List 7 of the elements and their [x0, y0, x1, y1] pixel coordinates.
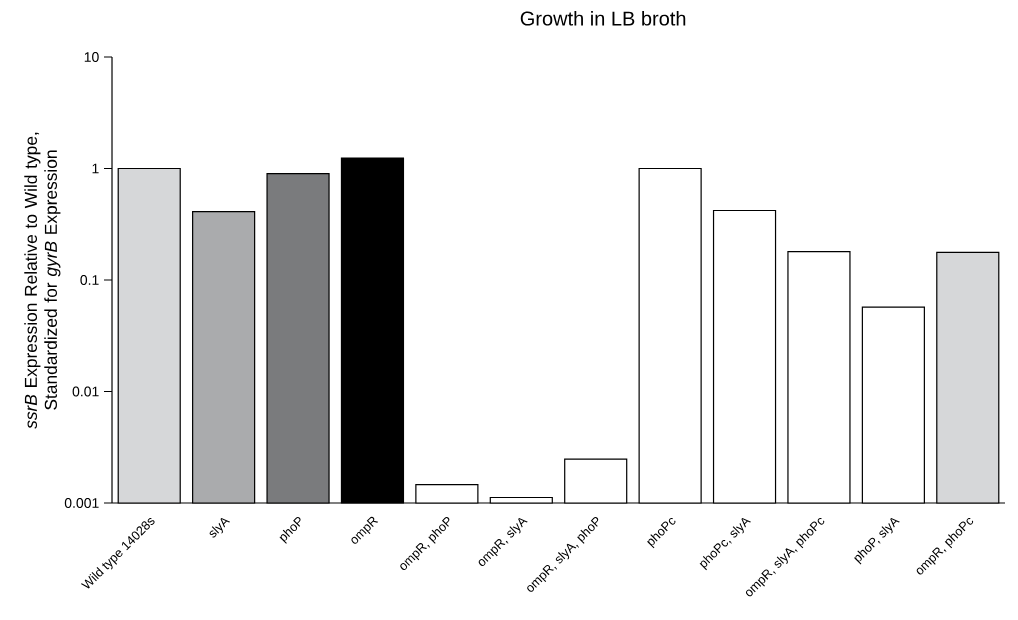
- y-tick-label: 10: [84, 52, 99, 62]
- y-tick-label: 0.01: [72, 386, 99, 397]
- y-tick-label: 0.1: [80, 275, 99, 285]
- y-tick-label: 1: [92, 163, 99, 174]
- x-tick-label: slyA: [209, 517, 231, 538]
- chart-title: Growth in LB broth: [520, 10, 686, 26]
- y-tick-label: 0.001: [64, 498, 99, 508]
